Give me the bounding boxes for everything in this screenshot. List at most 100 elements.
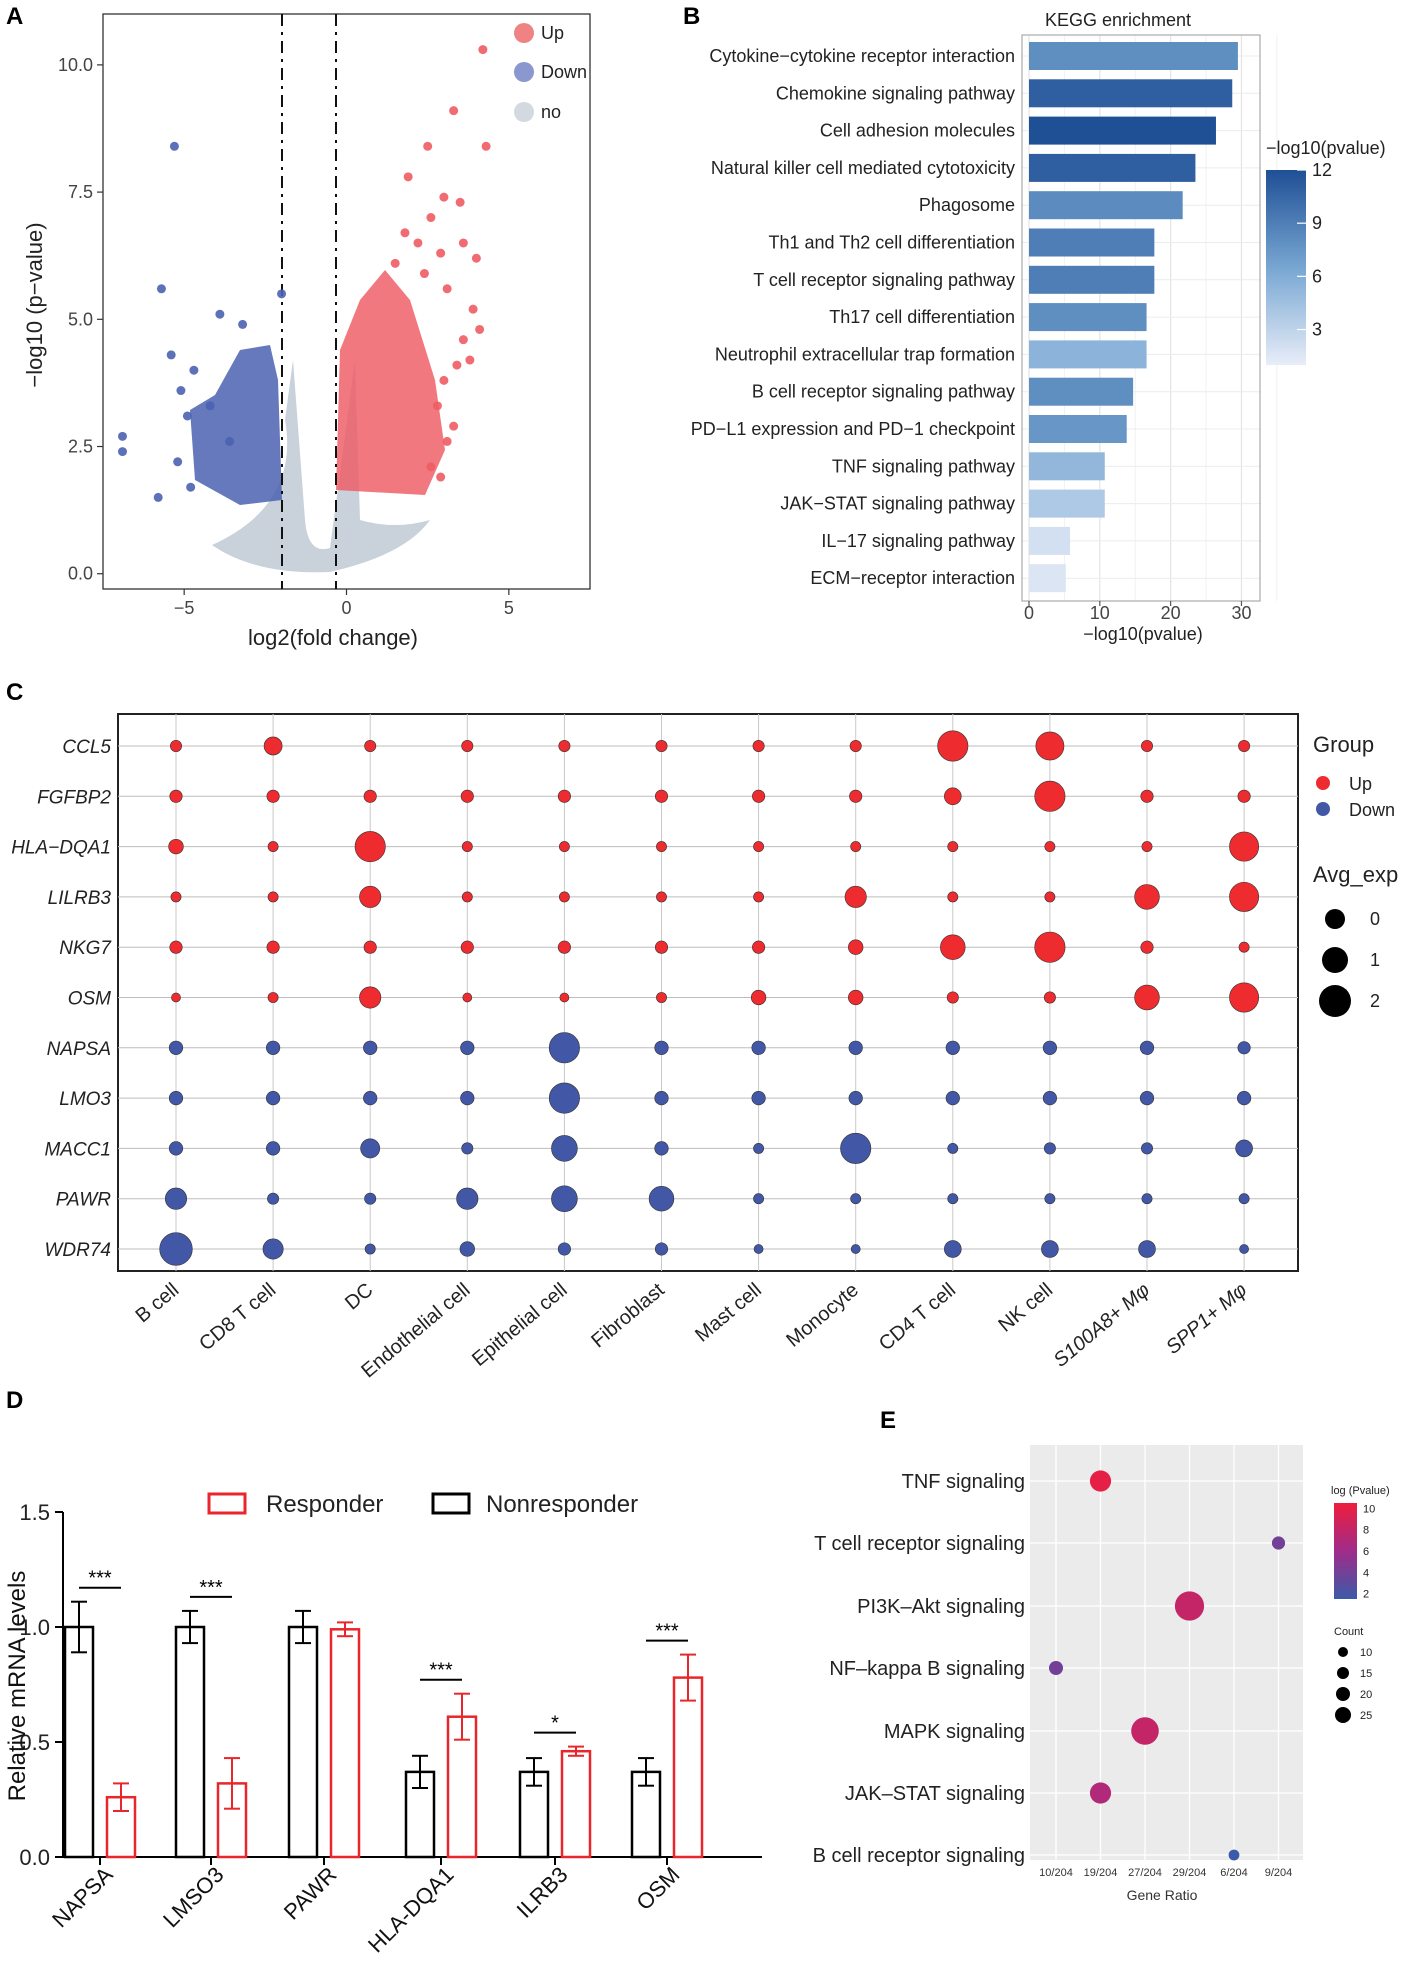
legend-no-label: no (541, 102, 561, 122)
dotplot-dot (850, 1244, 861, 1254)
qpcr-bar-responder (560, 1749, 592, 1859)
volcano-point-up (478, 45, 488, 55)
panel-a-label: A (6, 3, 23, 30)
dotplot-gene-label: WDR74 (44, 1240, 111, 1261)
pathway-xtick-label: 6/204 (1220, 1867, 1248, 1879)
kegg-category-label: PD−L1 expression and PD−1 checkpoint (691, 419, 1015, 439)
volcano-point-up (449, 106, 459, 116)
dotplot-dot (848, 1040, 863, 1055)
pathway-legend-size-label: 10 (1360, 1647, 1372, 1659)
volcano-ytick-label: 0.0 (68, 564, 93, 584)
kegg-colorbar-title: −log10(pvalue) (1266, 138, 1386, 158)
kegg-category-label: ECM−receptor interaction (810, 568, 1015, 588)
volcano-point-down (205, 401, 215, 411)
dotplot-dot (1034, 780, 1066, 812)
dotplot-gene-label: LMO3 (59, 1089, 111, 1110)
dotplot-dot (752, 940, 766, 954)
kegg-category-label: Neutrophil extracellular trap formation (715, 344, 1015, 364)
dotplot-dot (654, 1242, 669, 1256)
pathway-legend: log (Pvalue) 10 8 6 4 2 Count 10 15 20 25 (1331, 1485, 1390, 1723)
pathway-dot (1089, 1782, 1112, 1804)
qpcr-legend-nonresp-label: Nonresponder (486, 1491, 638, 1518)
qpcr-chart: 0.00.51.01.5 *** ********** NAPSA LMSO3 PAW… (4, 1491, 762, 1957)
dotplot-dot (1140, 940, 1154, 954)
qpcr-significance-label: *** (429, 1660, 453, 1682)
kegg-bar (1029, 526, 1071, 555)
dotplot-dot (655, 740, 668, 752)
qpcr-bar-nonresponder (287, 1625, 319, 1859)
qpcr-category-label: OSM (631, 1862, 684, 1915)
volcano-point-down (153, 492, 163, 502)
dotplot-celltype-label: SPP1+ Mφ (1162, 1279, 1251, 1359)
kegg-colorbar-label: 3 (1312, 320, 1322, 340)
dotplot-dot (1141, 740, 1153, 752)
pathway-legend-gradient (1334, 1503, 1357, 1599)
dot-legend-up-dot (1316, 776, 1330, 790)
pathway-xtick-label: 29/204 (1173, 1867, 1207, 1879)
pathway-legend-color-label: 2 (1363, 1589, 1369, 1601)
dotplot-dot (557, 1242, 571, 1256)
dotplot-dot (359, 885, 382, 908)
volcano-no-cloud (212, 360, 430, 573)
kegg-title: KEGG enrichment (1045, 10, 1191, 30)
volcano-point-down (182, 411, 192, 421)
kegg-bar (1029, 42, 1238, 70)
kegg-category-label: Natural killer cell mediated cytotoxicit… (711, 158, 1015, 178)
kegg-bar (1029, 116, 1216, 145)
dotplot-dot (461, 1142, 474, 1155)
volcano-xtick-label: 5 (504, 598, 514, 618)
dotplot-dot (753, 1244, 764, 1254)
dotplot-celltype-label: CD4 T cell (875, 1279, 960, 1355)
pathway-xtick-label: 27/204 (1128, 1867, 1162, 1879)
dotplot-dot (850, 841, 862, 853)
dotplot-dot (170, 891, 182, 903)
qpcr-ylabel: Relative mRNA levels (4, 1571, 31, 1802)
qpcr-category-label: HLA-DQA1 (363, 1862, 458, 1957)
dotplot-dot (1237, 789, 1251, 803)
dotplot-dot (461, 740, 474, 752)
volcano-point-up (449, 421, 459, 431)
legend-up-label: Up (541, 23, 564, 43)
dotplot-dot (1138, 1240, 1156, 1258)
qpcr-significance-label: * (551, 1713, 559, 1735)
dotplot-celltype-label: NK cell (994, 1279, 1057, 1337)
pathway-dot (1228, 1849, 1240, 1861)
kegg-bar (1029, 377, 1134, 406)
kegg-bar (1029, 153, 1196, 182)
dotplot-frame (117, 713, 1299, 1272)
dotplot-dot (168, 1141, 184, 1156)
dotplot-dot (848, 939, 864, 955)
qpcr-ytick-label: 0.0 (19, 1845, 50, 1870)
dotplot-dot (1141, 1142, 1153, 1155)
qpcr-legend-resp-swatch (207, 1492, 247, 1515)
dotplot-celltype-label: Fibroblast (587, 1279, 669, 1353)
legend-down-dot (514, 62, 534, 82)
volcano-point-down (173, 457, 183, 467)
volcano-xtick-label: −5 (174, 598, 195, 618)
kegg-chart: KEGG enrichment Cytokine−cytokine recept… (691, 10, 1386, 644)
volcano-point-up (468, 304, 478, 314)
kegg-xtick-label: 0 (1024, 603, 1034, 623)
volcano-point-up (475, 324, 485, 334)
volcano-point-down (238, 319, 248, 329)
qpcr-ytick-label: 1.0 (19, 1615, 50, 1640)
dotplot-celltype-label: DC (341, 1279, 377, 1314)
dotplot-dot (944, 1240, 962, 1258)
dotplot-dot (169, 789, 183, 803)
pathway-legend-size-label: 20 (1360, 1689, 1372, 1701)
volcano-point-up (436, 248, 446, 258)
dotplot-dot (1042, 1090, 1057, 1106)
kegg-bar (1029, 303, 1147, 332)
dotplot-dot (1235, 1139, 1253, 1158)
dotplot-dot (266, 789, 280, 803)
dotplot-dot (1041, 1240, 1059, 1258)
dotplot-dot (850, 1193, 862, 1205)
kegg-bar (1029, 415, 1127, 443)
dot-legend-size2-label: 2 (1370, 991, 1380, 1011)
dotplot-dot (1035, 731, 1065, 761)
dot-legend-down-dot (1316, 802, 1330, 816)
dotplot-dot (840, 1132, 872, 1164)
pathway-legend-size-label: 15 (1360, 1668, 1372, 1680)
kegg-colorbar-gradient (1266, 170, 1306, 365)
dotplot-dot (1134, 884, 1160, 910)
